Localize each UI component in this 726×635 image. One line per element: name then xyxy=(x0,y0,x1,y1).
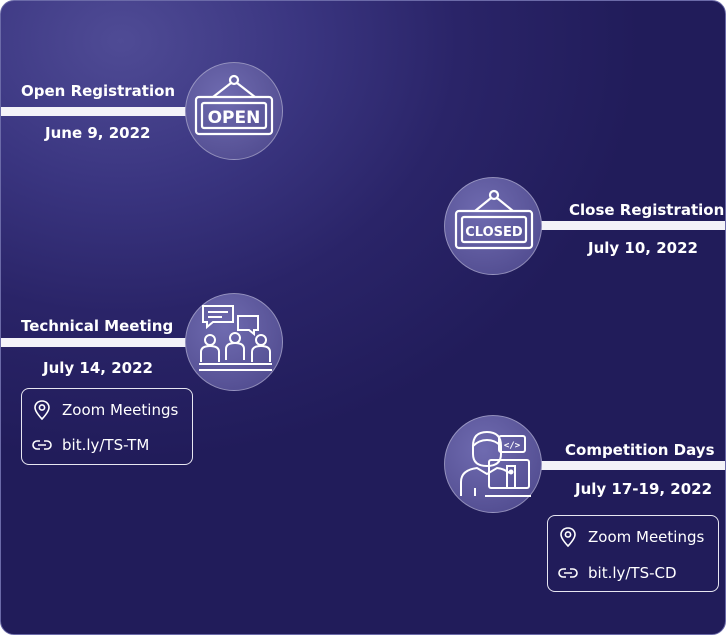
location-row: Zoom Meetings xyxy=(558,526,704,548)
svg-text:CLOSED: CLOSED xyxy=(465,225,523,240)
timeline-bar-close-registration xyxy=(541,221,725,230)
meeting-icon xyxy=(185,293,283,391)
event-title-technical-meeting: Technical Meeting xyxy=(21,317,174,335)
location-pin-icon xyxy=(34,400,50,421)
link-text[interactable]: bit.ly/TS-TM xyxy=(62,436,150,454)
event-date-competition-days: July 17-19, 2022 xyxy=(575,480,713,498)
link-icon xyxy=(558,568,578,578)
location-text: Zoom Meetings xyxy=(62,401,179,419)
link-row[interactable]: bit.ly/TS-CD xyxy=(558,564,677,582)
timeline-bar-competition-days xyxy=(541,461,725,470)
event-title-competition-days: Competition Days xyxy=(565,441,715,459)
location-row: Zoom Meetings xyxy=(32,399,178,421)
link-row[interactable]: bit.ly/TS-TM xyxy=(32,436,149,454)
location-pin-icon xyxy=(560,527,576,548)
technical-meeting-info-box: Zoom Meetings bit.ly/TS-TM xyxy=(21,388,193,465)
timeline-bar-open-registration xyxy=(1,107,187,116)
event-title-close-registration: Close Registration xyxy=(569,201,725,219)
open-sign-icon: OPEN xyxy=(185,62,283,160)
event-date-close-registration: July 10, 2022 xyxy=(588,239,698,257)
svg-text:</>: </> xyxy=(504,441,521,451)
link-text[interactable]: bit.ly/TS-CD xyxy=(588,564,677,582)
event-date-open-registration: June 9, 2022 xyxy=(45,124,151,142)
event-date-technical-meeting: July 14, 2022 xyxy=(43,359,153,377)
competition-days-info-box: Zoom Meetings bit.ly/TS-CD xyxy=(547,515,719,592)
event-title-open-registration: Open Registration xyxy=(21,82,176,100)
svg-text:OPEN: OPEN xyxy=(208,108,261,128)
coder-icon: </> xyxy=(444,415,542,513)
closed-sign-icon: CLOSED xyxy=(444,177,542,275)
timeline-bar-technical-meeting xyxy=(1,338,187,347)
location-text: Zoom Meetings xyxy=(588,528,705,546)
link-icon xyxy=(32,440,52,450)
